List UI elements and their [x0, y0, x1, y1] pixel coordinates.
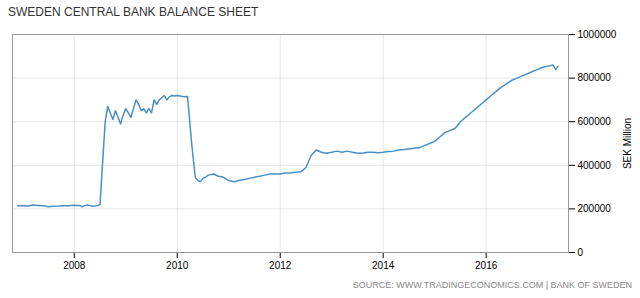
svg-text:800000: 800000 [578, 72, 612, 83]
svg-text:SEK Million: SEK Million [622, 118, 633, 169]
svg-text:0: 0 [578, 247, 584, 258]
svg-text:2014: 2014 [372, 260, 395, 271]
html-text:SOURCE: WWW.TRADINGECONOMICS.C: SOURCE: WWW.TRADINGECONOMICS.COM | BANK … [352, 280, 632, 290]
svg-text:2010: 2010 [166, 260, 189, 271]
svg-text:2016: 2016 [475, 260, 498, 271]
svg-text:600000: 600000 [578, 116, 612, 127]
svg-text:200000: 200000 [578, 203, 612, 214]
svg-text:1000000: 1000000 [578, 29, 617, 40]
svg-text:400000: 400000 [578, 160, 612, 171]
svg-text:2012: 2012 [269, 260, 292, 271]
html-text:SWEDEN CENTRAL BANK BALANCE SH: SWEDEN CENTRAL BANK BALANCE SHEET [8, 5, 259, 19]
svg-text:2008: 2008 [63, 260, 86, 271]
